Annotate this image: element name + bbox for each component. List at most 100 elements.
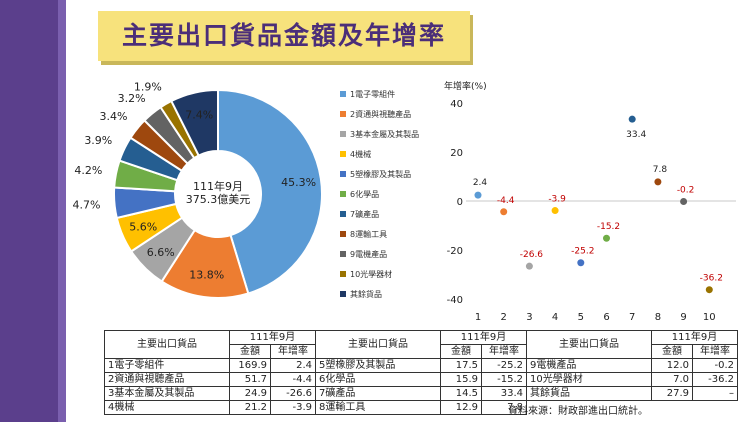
pie-center-label: 111年9月 (193, 179, 243, 193)
legend-label: 6化學品 (350, 189, 379, 199)
table-cell-growth: -36.2 (692, 372, 738, 387)
legend-label: 5塑橡膠及其製品 (350, 169, 411, 179)
table-cell-growth: -25.2 (481, 358, 527, 373)
scatter-x-tick-label: 1 (475, 312, 481, 323)
pie-slice-label: 4.2% (74, 164, 102, 177)
pie-slice-label: 45.3% (281, 176, 316, 189)
legend-swatch (340, 171, 346, 177)
legend-label: 10光學器材 (350, 269, 392, 279)
legend-swatch (340, 231, 346, 237)
table-header-cell: 金額 (651, 344, 693, 359)
sidebar-band (0, 0, 66, 422)
table-header-cell: 年增率 (692, 344, 738, 359)
table-cell-name: 9電機產品 (526, 358, 652, 373)
table-cell-name: 2資通與視聽產品 (104, 372, 230, 387)
scatter-x-tick-label: 9 (680, 312, 686, 323)
legend-swatch (340, 251, 346, 257)
growth-scatter-chart: 年增率(%) 40 20 0 -20 -40 1 2 3 4 5 6 7 8 9 10 2.4 -4.4 -26.… (444, 80, 736, 323)
table-cell-name: 6化學品 (315, 372, 441, 387)
table-cell-name: 1電子零組件 (104, 358, 230, 373)
legend-swatch (340, 91, 346, 97)
legend-swatch (340, 151, 346, 157)
scatter-x-tick-label: 10 (703, 312, 716, 323)
legend-label: 8運輸工具 (350, 229, 387, 239)
scatter-x-tick-label: 8 (655, 312, 661, 323)
table-row: 3基本金屬及其製品 24.9 -26.6 7礦產品 14.5 33.4 其餘貨品 27.9– (104, 386, 738, 401)
table-row: 1電子零組件 169.9 2.4 5塑橡膠及其製品 17.5 -25.2 9電機產品 12.0… (104, 358, 738, 373)
table-header-cell: 金額 (440, 344, 482, 359)
table-header-cell: 年增率 (270, 344, 316, 359)
scatter-y-tick-label: 0 (457, 197, 463, 208)
scatter-point (654, 178, 662, 186)
scatter-x-tick-label: 3 (526, 312, 532, 323)
scatter-point (474, 191, 482, 199)
table-cell-growth: – (692, 386, 738, 401)
scatter-data-label: 2.4 (473, 178, 488, 188)
scatter-data-label: -36.2 (700, 274, 723, 284)
table-header-cell: 111年9月 (229, 330, 316, 345)
table-cell-name: 8運輸工具 (315, 400, 441, 415)
scatter-data-label: -15.2 (597, 222, 620, 232)
table-cell-amount: 15.9 (440, 372, 482, 387)
table-cell-growth: -0.2 (692, 358, 738, 373)
table-cell-amount: 17.5 (440, 358, 482, 373)
table-cell-amount: 12.0 (651, 358, 693, 373)
scatter-point (551, 207, 559, 215)
table-cell-amount: 21.2 (229, 400, 271, 415)
table-row: 4機械 21.2 -3.9 8運輸工具 12.9 7.8 (104, 400, 738, 415)
scatter-data-label: -25.2 (571, 247, 594, 257)
scatter-data-label: 7.8 (653, 165, 668, 175)
table-cell-name: 其餘貨品 (526, 386, 652, 401)
table-header-cell: 主要出口貨品 (104, 330, 230, 359)
scatter-x-tick-label: 6 (603, 312, 609, 323)
scatter-point (603, 234, 610, 242)
scatter-point (500, 208, 508, 216)
legend-swatch (340, 291, 346, 297)
scatter-point (628, 115, 636, 123)
pie-slice-label: 3.4% (99, 110, 127, 123)
pie-slice-label: 4.7% (72, 199, 100, 212)
pie-slice-label: 3.2% (118, 92, 146, 105)
table-header-cell: 年增率 (481, 344, 527, 359)
table-cell-amount: 51.7 (229, 372, 271, 387)
scatter-x-tick-label: 4 (552, 312, 558, 323)
table-cell-amount: 169.9 (229, 358, 271, 373)
table-cell-growth: 7.8 (481, 400, 527, 415)
legend-label: 其餘貨品 (350, 289, 382, 299)
scatter-point (705, 286, 713, 294)
legend-swatch (340, 191, 346, 197)
table-cell-amount: 24.9 (229, 386, 271, 401)
scatter-data-label: -3.9 (548, 195, 566, 205)
scatter-data-label: -0.2 (677, 185, 695, 195)
scatter-data-label: -4.4 (497, 196, 515, 206)
scatter-y-tick-label: 40 (450, 99, 463, 110)
table-cell-name: 3基本金屬及其製品 (104, 386, 230, 401)
legend-label: 4機械 (350, 149, 371, 159)
scatter-y-tick-label: 20 (450, 148, 463, 159)
data-table: 主要出口貨品 111年9月 主要出口貨品 111年9月 主要出口貨品 111年9月 金額 年增… (104, 330, 738, 415)
table-header-cell: 111年9月 (651, 330, 738, 345)
sidebar-band-edge (58, 0, 66, 422)
table-header-cell: 111年9月 (440, 330, 527, 345)
table-header-row: 金額 年增率 金額 年增率 金額 年增率 (105, 344, 738, 359)
legend-label: 9電機產品 (350, 249, 387, 259)
pie-slice-label: 6.6% (147, 246, 175, 259)
table-cell-amount: 27.9 (651, 386, 693, 401)
pie-slice-label: 5.6% (129, 220, 157, 233)
pie-center-label: 375.3億美元 (186, 193, 251, 206)
scatter-x-tick-label: 2 (501, 312, 507, 323)
table-cell-growth: -3.9 (270, 400, 316, 415)
scatter-y-tick-label: -20 (447, 246, 463, 257)
table-header-cell: 主要出口貨品 (315, 330, 441, 359)
table-cell-name: 5塑橡膠及其製品 (315, 358, 441, 373)
scatter-point (577, 259, 585, 267)
scatter-point (525, 262, 533, 270)
pie-slice (217, 88, 323, 295)
legend-label: 2資通與視聽產品 (350, 109, 411, 119)
table-cell-growth: -4.4 (270, 372, 316, 387)
table-header-cell: 金額 (229, 344, 271, 359)
legend-label: 3基本金屬及其製品 (350, 129, 419, 139)
pie-slice (170, 88, 219, 157)
table-header-cell: 主要出口貨品 (526, 330, 652, 359)
